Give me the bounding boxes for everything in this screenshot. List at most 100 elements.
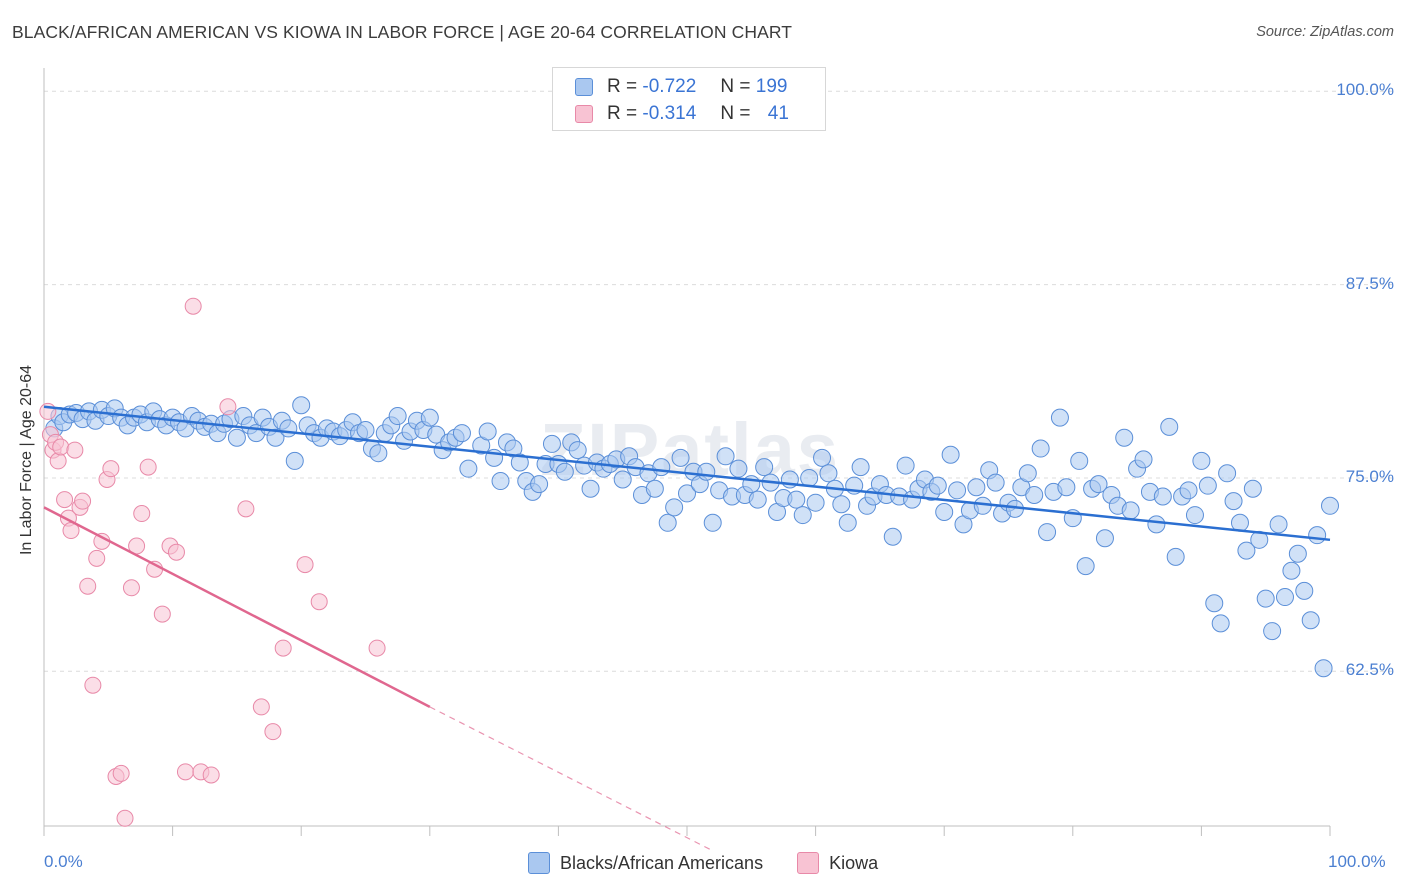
point-kiowa	[84, 676, 102, 694]
point-blacks	[1038, 523, 1057, 542]
point-kiowa	[56, 491, 74, 509]
point-kiowa	[52, 438, 70, 456]
pink-swatch-icon	[575, 105, 593, 123]
y-axis-label: In Labor Force | Age 20-64	[18, 364, 35, 556]
point-blacks	[729, 459, 748, 478]
point-blacks	[896, 456, 915, 475]
series-blacks-points	[45, 396, 1339, 678]
point-blacks	[459, 459, 478, 478]
point-blacks	[819, 464, 838, 483]
point-blacks	[678, 484, 696, 503]
point-blacks	[986, 473, 1005, 492]
point-blacks	[716, 447, 735, 466]
point-blacks	[1070, 451, 1089, 470]
axes	[43, 68, 1331, 836]
point-kiowa	[112, 764, 130, 782]
point-blacks	[452, 424, 471, 443]
point-blacks	[883, 527, 902, 546]
point-blacks	[806, 493, 825, 512]
point-blacks	[285, 451, 304, 470]
point-blacks	[1282, 561, 1301, 580]
point-kiowa	[176, 763, 194, 781]
point-blacks	[613, 470, 632, 489]
point-blacks	[1314, 659, 1333, 678]
point-blacks	[478, 422, 497, 441]
point-kiowa	[167, 543, 185, 561]
trend-line-blacks	[43, 405, 1331, 542]
point-blacks	[1050, 408, 1069, 427]
point-blacks	[851, 458, 870, 477]
point-kiowa	[219, 398, 237, 416]
point-blacks	[1179, 481, 1198, 500]
point-blacks	[227, 428, 246, 447]
point-kiowa	[184, 297, 202, 315]
point-blacks	[555, 462, 574, 481]
trend-lines	[43, 405, 1331, 852]
y-tick-label: 75.0%	[1345, 466, 1394, 486]
point-blacks	[1134, 450, 1153, 469]
point-blacks	[703, 513, 722, 532]
point-blacks	[1198, 476, 1217, 495]
point-blacks	[793, 506, 812, 525]
y-tick-label: 62.5%	[1345, 660, 1394, 680]
series-legend: Blacks/African Americans Kiowa	[528, 852, 912, 874]
legend-item-blacks: Blacks/African Americans	[528, 852, 763, 874]
point-blacks	[948, 481, 967, 500]
point-blacks	[665, 498, 684, 517]
point-blacks	[581, 479, 600, 498]
point-blacks	[1018, 464, 1037, 483]
point-blacks	[838, 513, 857, 532]
x-tick-min: 0.0%	[44, 852, 83, 871]
point-blacks	[1031, 439, 1050, 458]
point-blacks	[292, 396, 311, 415]
point-blacks	[1256, 589, 1275, 608]
point-blacks	[941, 445, 960, 464]
point-blacks	[266, 428, 285, 447]
point-blacks	[530, 475, 549, 494]
point-blacks	[935, 502, 954, 521]
point-kiowa	[66, 441, 84, 459]
point-blacks	[279, 419, 298, 438]
pink-swatch-icon	[797, 852, 820, 874]
point-blacks	[1301, 611, 1320, 630]
point-blacks	[388, 407, 407, 426]
point-kiowa	[264, 723, 282, 741]
point-blacks	[1121, 501, 1140, 520]
point-kiowa	[368, 639, 386, 657]
legend-row-blacks: R = -0.722 N = 199	[575, 75, 787, 99]
blue-swatch-icon	[528, 852, 550, 874]
point-blacks	[1166, 547, 1185, 566]
point-blacks	[568, 441, 587, 460]
point-blacks	[1153, 487, 1172, 506]
point-blacks	[967, 478, 986, 497]
point-blacks	[1160, 417, 1179, 436]
series-kiowa-points	[39, 297, 386, 827]
point-blacks	[1243, 479, 1262, 498]
legend-r-value: -0.722	[642, 76, 697, 97]
point-blacks	[973, 496, 992, 515]
point-blacks	[800, 468, 819, 487]
point-kiowa	[237, 500, 255, 518]
point-blacks	[1192, 451, 1211, 470]
point-blacks	[1076, 557, 1095, 576]
point-blacks	[1321, 496, 1339, 515]
point-blacks	[645, 479, 664, 498]
point-blacks	[1218, 464, 1237, 483]
point-blacks	[1211, 614, 1230, 633]
blue-swatch-icon	[575, 78, 593, 96]
legend-series-name: Blacks/African Americans	[560, 852, 764, 873]
point-kiowa	[39, 402, 57, 420]
point-blacks	[369, 444, 388, 463]
point-blacks	[1237, 541, 1256, 560]
point-blacks	[420, 408, 439, 427]
legend-n-value: 199	[755, 76, 788, 97]
point-blacks	[832, 495, 851, 514]
point-blacks	[1269, 515, 1288, 534]
point-blacks	[1095, 529, 1114, 548]
legend-item-kiowa: Kiowa	[797, 852, 878, 874]
x-tick-max: 100.0%	[1328, 852, 1386, 871]
point-kiowa	[49, 452, 67, 470]
point-blacks	[787, 490, 806, 509]
legend-series-name: Kiowa	[829, 852, 879, 873]
point-blacks	[510, 453, 529, 472]
